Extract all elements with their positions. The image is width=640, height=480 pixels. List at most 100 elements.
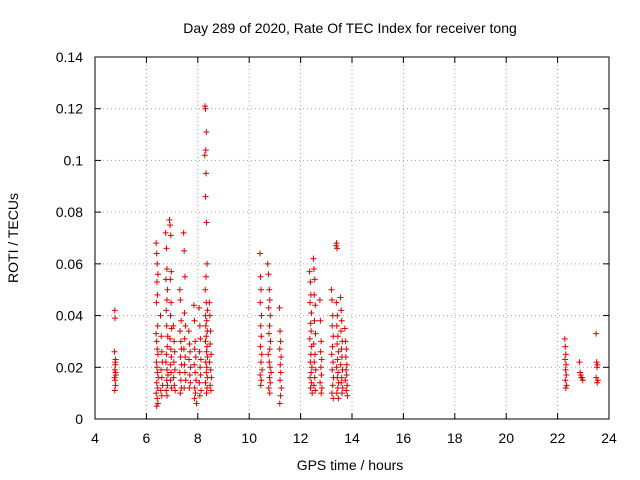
data-point: [267, 312, 274, 319]
data-point: [267, 338, 274, 345]
data-point: [266, 322, 273, 329]
data-point: [339, 384, 346, 391]
data-point: [337, 294, 344, 301]
data-point: [338, 307, 345, 314]
data-point: [203, 219, 210, 226]
data-point: [335, 348, 342, 355]
y-tick-label: 0.1: [64, 152, 84, 168]
data-point: [177, 297, 184, 304]
data-point: [157, 387, 164, 394]
data-point: [312, 302, 319, 309]
data-point: [154, 346, 161, 353]
data-point: [206, 299, 213, 306]
data-point: [111, 348, 118, 355]
data-point: [187, 379, 194, 386]
data-point: [190, 302, 197, 309]
data-point: [167, 232, 174, 239]
data-point: [341, 325, 348, 332]
data-point: [562, 356, 569, 363]
data-point: [167, 346, 174, 353]
data-point: [266, 390, 273, 397]
data-point: [204, 343, 211, 350]
data-point: [266, 286, 273, 293]
data-point: [162, 229, 169, 236]
data-point: [344, 382, 351, 389]
data-point: [259, 366, 266, 373]
data-point: [311, 317, 318, 324]
data-point: [182, 353, 189, 360]
data-point: [180, 229, 187, 236]
data-point: [318, 390, 325, 397]
x-tick-label: 14: [344, 430, 360, 446]
data-point: [202, 286, 209, 293]
data-point: [316, 297, 323, 304]
data-point: [168, 384, 175, 391]
data-point: [311, 291, 318, 298]
data-point: [201, 152, 208, 159]
data-point: [162, 359, 169, 366]
data-point: [170, 322, 177, 329]
data-point: [164, 372, 171, 379]
data-point: [258, 359, 265, 366]
data-point: [307, 278, 314, 285]
data-point: [343, 372, 350, 379]
x-tick-label: 12: [293, 430, 309, 446]
data-point: [343, 346, 350, 353]
data-point: [193, 377, 200, 384]
data-point: [158, 392, 165, 399]
x-tick-label: 24: [601, 430, 617, 446]
data-point: [154, 291, 161, 298]
data-point: [153, 403, 160, 410]
data-point: [168, 299, 175, 306]
data-points: [111, 103, 601, 410]
data-point: [594, 361, 601, 368]
data-point: [153, 240, 160, 247]
data-point: [265, 304, 272, 311]
data-point: [343, 366, 350, 373]
data-point: [318, 384, 325, 391]
data-point: [193, 400, 200, 407]
data-point: [168, 268, 175, 275]
data-point: [328, 297, 335, 304]
data-point: [562, 377, 569, 384]
data-point: [171, 348, 178, 355]
data-point: [198, 387, 205, 394]
data-point: [257, 372, 264, 379]
data-point: [197, 372, 204, 379]
data-point: [207, 341, 214, 348]
data-point: [202, 322, 209, 329]
data-point: [163, 297, 170, 304]
data-point: [307, 384, 314, 391]
data-point: [197, 356, 204, 363]
data-point: [163, 366, 170, 373]
data-point: [191, 384, 198, 391]
data-point: [112, 369, 119, 376]
data-point: [153, 359, 160, 366]
x-tick-label: 18: [447, 430, 463, 446]
data-point: [306, 335, 313, 342]
data-point: [111, 387, 118, 394]
data-point: [310, 341, 317, 348]
data-point: [277, 392, 284, 399]
data-point: [203, 364, 210, 371]
data-point: [311, 276, 318, 283]
data-point: [203, 333, 210, 340]
data-point: [164, 382, 171, 389]
data-point: [157, 312, 164, 319]
chart-title: Day 289 of 2020, Rate Of TEC Index for r…: [183, 20, 517, 36]
data-point: [176, 286, 183, 293]
data-point: [310, 382, 317, 389]
x-tick-labels: 4 6 8 10 12 14 16 18 20 22 24: [91, 430, 617, 446]
data-point: [208, 374, 215, 381]
data-point: [277, 338, 284, 345]
data-point: [196, 322, 203, 329]
data-point: [266, 374, 273, 381]
data-point: [333, 390, 340, 397]
data-point: [342, 338, 349, 345]
data-point: [153, 330, 160, 337]
data-point: [177, 390, 184, 397]
data-point: [192, 390, 199, 397]
data-point: [268, 369, 275, 376]
data-point: [335, 369, 342, 376]
data-point: [265, 384, 272, 391]
